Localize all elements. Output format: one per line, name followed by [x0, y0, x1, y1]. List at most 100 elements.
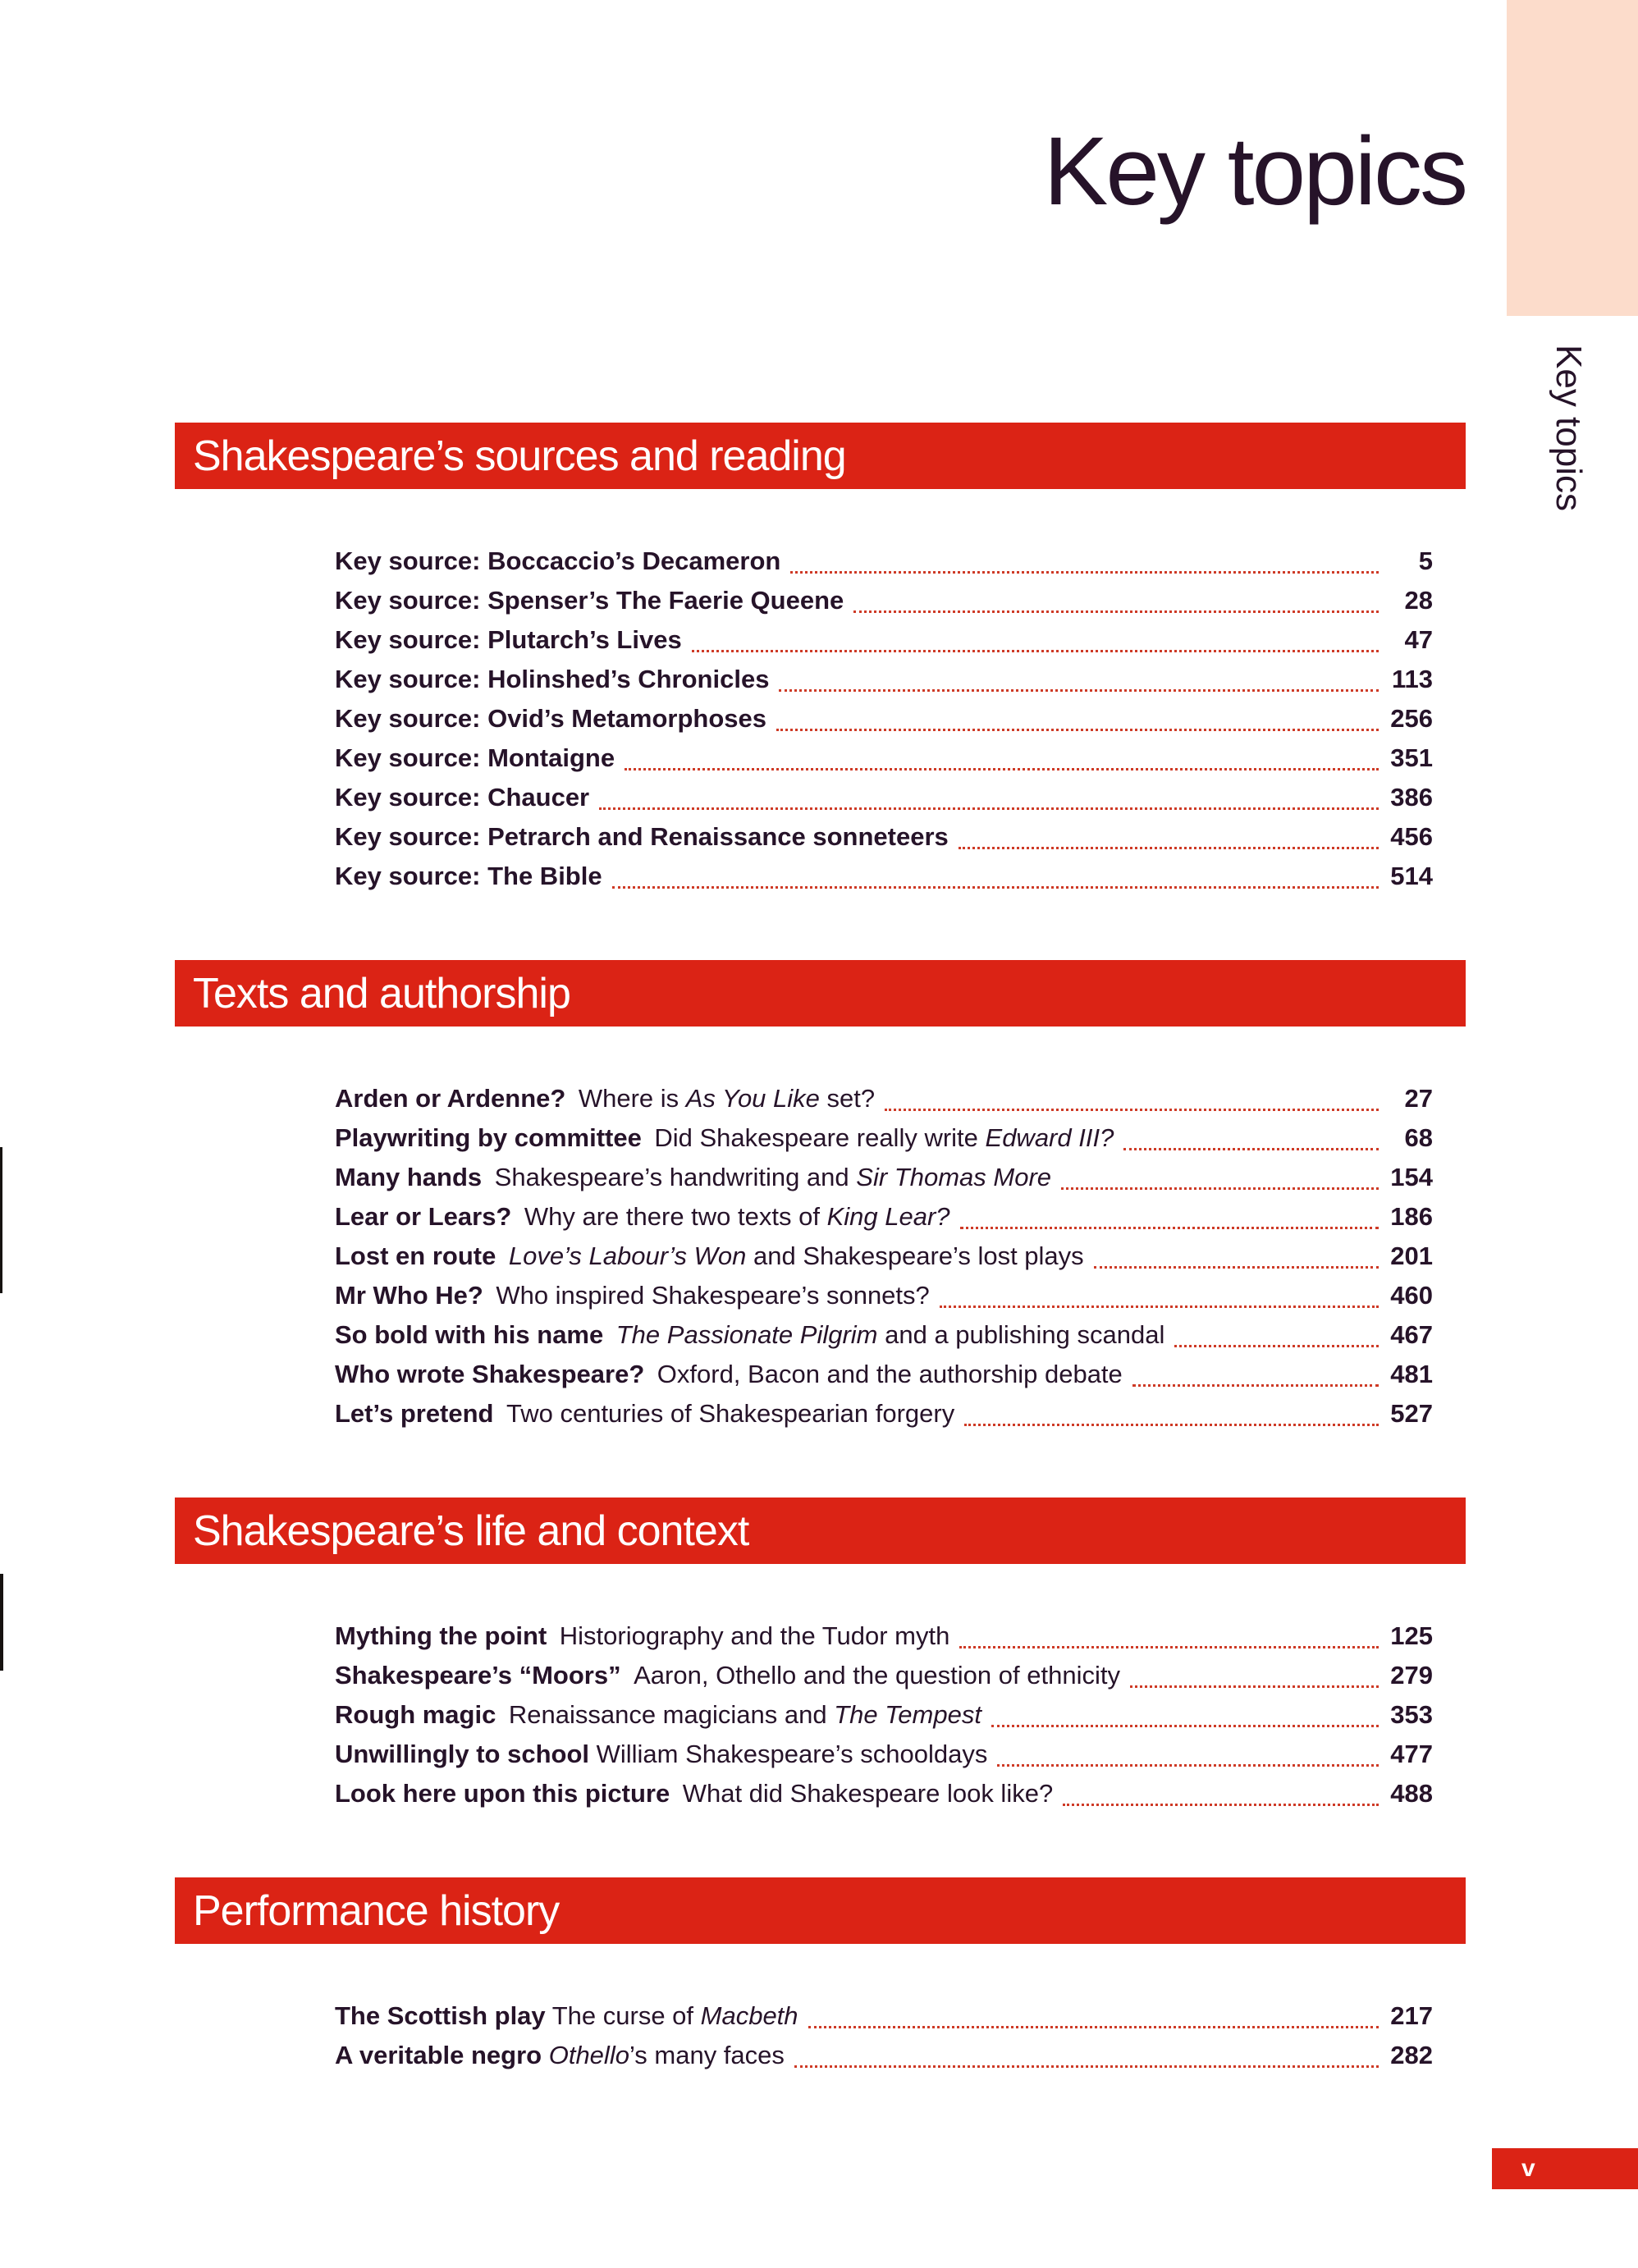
entry-page-number: 279 — [1390, 1661, 1433, 1690]
entry-page-number: 154 — [1390, 1163, 1433, 1191]
entry-text-segment: ’s many faces — [629, 2041, 785, 2069]
entry-page-number: 488 — [1390, 1779, 1433, 1808]
section-entries: Key source: Boccaccio’s Decameron 5 Key … — [175, 542, 1466, 896]
entry-title: A veritable negro Othello’s many faces — [335, 2036, 785, 2075]
section-title: Shakespeare’s life and context — [193, 1507, 749, 1555]
entry-title: Key source: Plutarch’s Lives — [335, 620, 682, 660]
entry-page-number: 256 — [1390, 704, 1433, 733]
entry-text-segment: Mything the point — [335, 1621, 547, 1650]
entry-text-segment: Key source: Spenser’s The Faerie Queene — [335, 586, 844, 615]
entry-page-number: 217 — [1390, 2001, 1433, 2030]
entry-text-segment: Key source: Holinshed’s Chronicles — [335, 665, 770, 693]
toc-section: Performance history The Scottish play Th… — [175, 1877, 1466, 2075]
entry-text-segment: Key source: The Bible — [335, 862, 602, 890]
dotted-leader — [1123, 1148, 1379, 1150]
section-entries: The Scottish play The curse of Macbeth 2… — [175, 1996, 1466, 2075]
dotted-leader — [790, 571, 1379, 574]
dotted-leader — [599, 807, 1379, 810]
entry-text-segment: Key source: Ovid’s Metamorphoses — [335, 704, 767, 733]
entry-text-segment: The Tempest — [834, 1700, 981, 1729]
section-header-bar: Texts and authorship — [175, 960, 1466, 1027]
toc-entry: Playwriting by committee Did Shakespeare… — [335, 1118, 1433, 1158]
entry-page-number: 456 — [1390, 822, 1433, 851]
entry-text-segment: Many hands — [335, 1163, 483, 1191]
toc-entry: So bold with his name The Passionate Pil… — [335, 1315, 1433, 1355]
entry-page-number: 47 — [1404, 625, 1433, 654]
dotted-leader — [964, 1424, 1379, 1426]
print-edge-mark — [0, 1574, 3, 1671]
entry-page-number: 386 — [1390, 783, 1433, 812]
entry-text-segment: and a publishing scandal — [877, 1320, 1165, 1349]
entry-page-number: 527 — [1390, 1399, 1433, 1428]
dotted-leader — [885, 1109, 1379, 1111]
entry-title: The Scottish play The curse of Macbeth — [335, 1996, 798, 2036]
entry-text-segment — [603, 1320, 616, 1349]
entry-title: Mything the point Historiography and the… — [335, 1616, 949, 1656]
section-header-bar: Performance history — [175, 1877, 1466, 1944]
entry-page-number: 481 — [1390, 1360, 1433, 1388]
toc-entry: Many hands Shakespeare’s handwriting and… — [335, 1158, 1433, 1197]
toc-section: Shakespeare’s sources and reading Key so… — [175, 423, 1466, 896]
dotted-leader — [1093, 1266, 1379, 1269]
dotted-leader — [939, 1305, 1379, 1308]
entry-text-segment: Love’s Labour’s Won — [508, 1241, 747, 1270]
dotted-leader — [1132, 1384, 1379, 1387]
entry-text-segment: Where is — [565, 1084, 686, 1113]
toc-section: Texts and authorship Arden or Ardenne? W… — [175, 960, 1466, 1434]
entry-text-segment: Historiography and the Tudor myth — [547, 1621, 950, 1650]
dotted-leader — [997, 1764, 1379, 1767]
toc-entry: Look here upon this picture What did Sha… — [335, 1774, 1433, 1813]
entry-title: Lear or Lears? Why are there two texts o… — [335, 1197, 950, 1237]
peach-corner-band — [1507, 0, 1638, 316]
toc-section: Shakespeare’s life and context Mything t… — [175, 1498, 1466, 1813]
entry-text-segment: Let’s pretend — [335, 1399, 494, 1428]
entry-page-number: 28 — [1404, 586, 1433, 615]
entry-text-segment: Shakespeare’s “Moors” — [335, 1661, 621, 1690]
entry-text-segment: Key source: Plutarch’s Lives — [335, 625, 682, 654]
entry-page-number: 353 — [1390, 1700, 1433, 1729]
entry-text-segment: Why are there two texts of — [511, 1202, 827, 1231]
dotted-leader — [1063, 1804, 1379, 1806]
dotted-leader — [808, 2026, 1379, 2028]
page-title: Key topics — [1043, 117, 1468, 226]
entry-title: Key source: Ovid’s Metamorphoses — [335, 699, 766, 738]
toc-entry: A veritable negro Othello’s many faces 2… — [335, 2036, 1433, 2075]
entry-text-segment: Renaissance magicians and — [496, 1700, 835, 1729]
entry-text-segment: and Shakespeare’s lost plays — [746, 1241, 1084, 1270]
dotted-leader — [794, 2065, 1379, 2068]
entry-text-segment: So bold with his name — [335, 1320, 604, 1349]
entry-text-segment: The Scottish play — [335, 2001, 546, 2030]
dotted-leader — [991, 1725, 1379, 1727]
entry-title: Unwillingly to school William Shakespear… — [335, 1735, 987, 1774]
dotted-leader — [611, 886, 1379, 889]
entry-text-segment: Who wrote Shakespeare? — [335, 1360, 645, 1388]
entry-text-segment: Arden or Ardenne? — [335, 1084, 566, 1113]
entry-text-segment: Rough magic — [335, 1700, 496, 1729]
entry-page-number: 125 — [1390, 1621, 1433, 1650]
toc-entry: Mything the point Historiography and the… — [335, 1616, 1433, 1656]
entry-title: Key source: Spenser’s The Faerie Queene — [335, 581, 844, 620]
entry-text-segment: Sir Thomas More — [856, 1163, 1052, 1191]
entry-page-number: 514 — [1390, 862, 1433, 890]
toc-entry: Key source: Plutarch’s Lives 47 — [335, 620, 1433, 660]
dotted-leader — [1061, 1187, 1379, 1190]
entry-text-segment: Macbeth — [700, 2001, 798, 2030]
entry-title: Mr Who He? Who inspired Shakespeare’s so… — [335, 1276, 930, 1315]
entry-text-segment — [542, 2041, 549, 2069]
toc-entry: Arden or Ardenne? Where is As You Like s… — [335, 1079, 1433, 1118]
entry-text-segment: Lear or Lears? — [335, 1202, 512, 1231]
entry-text-segment: The Passionate Pilgrim — [615, 1320, 878, 1349]
entry-title: Rough magic Renaissance magicians and Th… — [335, 1695, 981, 1735]
entry-title: Arden or Ardenne? Where is As You Like s… — [335, 1079, 875, 1118]
dotted-leader — [779, 689, 1379, 692]
entry-title: Playwriting by committee Did Shakespeare… — [335, 1118, 1114, 1158]
entry-page-number: 5 — [1418, 546, 1433, 575]
toc-entry: Let’s pretend Two centuries of Shakespea… — [335, 1394, 1433, 1434]
page-number: v — [1521, 2155, 1535, 2182]
toc-entry: Rough magic Renaissance magicians and Th… — [335, 1695, 1433, 1735]
toc-entry: Key source: Chaucer 386 — [335, 778, 1433, 817]
entry-text-segment: Lost en route — [335, 1241, 496, 1270]
toc-entry: Key source: The Bible 514 — [335, 857, 1433, 896]
entry-title: Key source: Chaucer — [335, 778, 589, 817]
